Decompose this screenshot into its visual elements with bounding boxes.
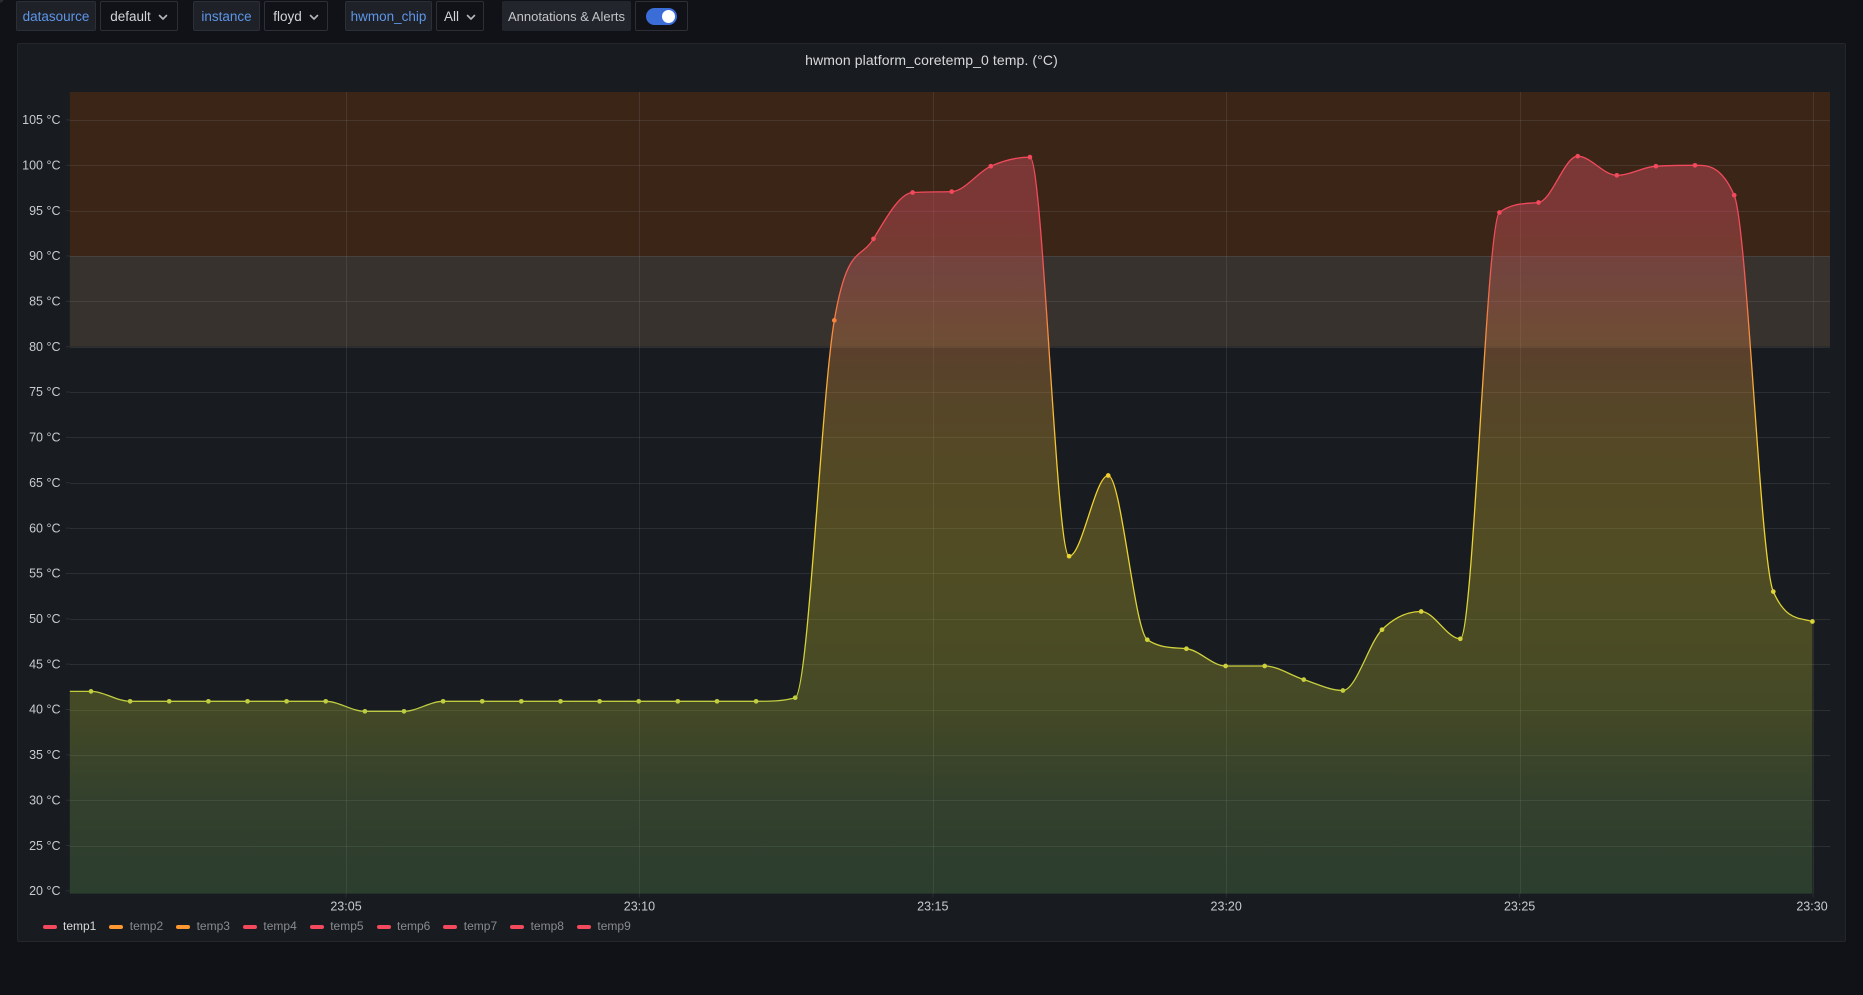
svg-text:65 °C: 65 °C: [29, 476, 60, 490]
svg-text:20 °C: 20 °C: [29, 884, 60, 898]
svg-text:25 °C: 25 °C: [29, 839, 60, 853]
svg-text:23:10: 23:10: [624, 900, 655, 914]
svg-text:23:20: 23:20: [1211, 900, 1242, 914]
svg-text:23:30: 23:30: [1796, 900, 1827, 914]
svg-text:50 °C: 50 °C: [29, 612, 60, 626]
svg-text:40 °C: 40 °C: [29, 703, 60, 717]
svg-text:80 °C: 80 °C: [29, 340, 60, 354]
svg-text:105 °C: 105 °C: [22, 113, 60, 127]
svg-text:45 °C: 45 °C: [29, 657, 60, 671]
svg-text:23:25: 23:25: [1504, 900, 1535, 914]
svg-text:100 °C: 100 °C: [22, 159, 60, 173]
svg-text:30 °C: 30 °C: [29, 793, 60, 807]
svg-text:90 °C: 90 °C: [29, 249, 60, 263]
svg-text:60 °C: 60 °C: [29, 521, 60, 535]
svg-text:23:05: 23:05: [330, 900, 361, 914]
svg-text:75 °C: 75 °C: [29, 385, 60, 399]
svg-text:70 °C: 70 °C: [29, 431, 60, 445]
svg-text:95 °C: 95 °C: [29, 204, 60, 218]
svg-text:23:15: 23:15: [917, 900, 948, 914]
svg-text:85 °C: 85 °C: [29, 295, 60, 309]
svg-text:35 °C: 35 °C: [29, 748, 60, 762]
svg-text:55 °C: 55 °C: [29, 567, 60, 581]
